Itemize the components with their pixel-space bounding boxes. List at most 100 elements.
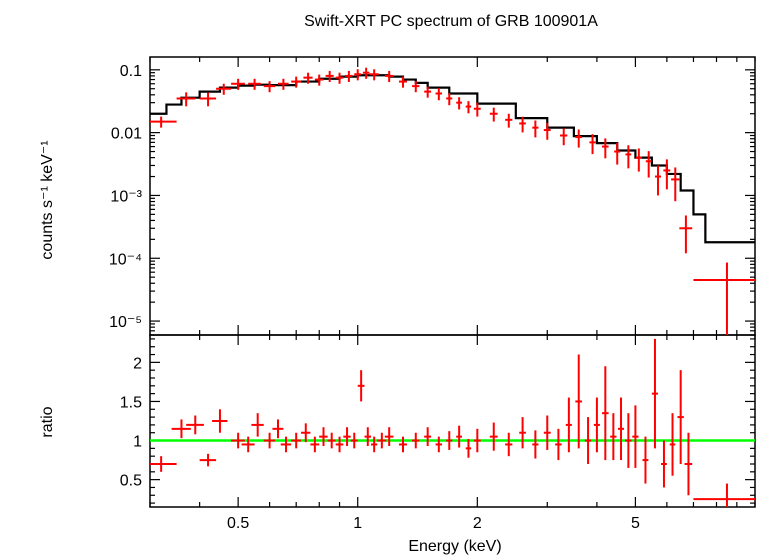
ratio-point [625,413,632,468]
chart-title: Swift-XRT PC spectrum of GRB 100901A [304,13,598,30]
ratio-point [327,432,336,449]
y-tick-label-spectrum: 10⁻⁵ [109,314,142,331]
y-axis-label-ratio: ratio [39,406,56,437]
y-tick-label-ratio: 1.5 [120,394,142,411]
data-point [176,92,196,107]
ratio-point [251,413,264,437]
ratio-point [272,419,284,439]
ratio-point [473,428,481,453]
ratio-point [186,415,204,435]
ratio-point [171,419,191,439]
ratio-point [263,432,276,449]
data-point [625,145,632,169]
y-tick-label-ratio: 0.5 [120,473,142,490]
data-point [505,113,513,128]
data-point [575,129,583,148]
model-curve-group [150,74,755,244]
data-points-group [150,67,755,335]
data-point [150,116,177,128]
ratio-point [350,432,358,449]
data-point [435,88,443,101]
y-tick-label-spectrum: 10⁻⁴ [109,251,142,268]
data-point [654,165,662,196]
data-point [291,76,302,88]
ratio-point [212,409,228,433]
ratio-point [693,483,755,507]
ratio-point [575,354,583,449]
ratio-points-group [150,338,755,507]
x-tick-label: 1 [353,515,362,532]
axis-ticks [149,57,756,507]
y-tick-label-spectrum: 0.1 [120,63,142,80]
data-point [519,116,526,133]
data-point [602,138,609,159]
y-tick-label-spectrum: 10⁻³ [110,188,142,205]
ratio-point [489,422,498,451]
data-point [663,159,671,190]
data-point [671,167,680,202]
data-point [645,151,652,178]
ratio-point [565,397,572,453]
model-curve [150,74,755,244]
data-point [231,78,245,90]
ratio-point [424,427,432,447]
data-point [278,78,289,90]
ratio-point [412,432,420,449]
data-point [446,93,453,106]
x-axis-label: Energy (keV) [408,538,501,555]
ratio-point [199,453,217,467]
ratio-point [456,425,462,448]
ratio-point [343,427,351,447]
data-point [354,69,362,81]
ratio-point [632,405,639,468]
data-point [362,67,370,79]
y-tick-label-ratio: 1 [133,434,142,451]
ratio-point [357,370,365,402]
ratio-point [532,430,539,459]
ratio-point [280,436,292,453]
ratio-point [661,440,667,488]
data-point [543,122,551,140]
ratio-point [371,436,378,453]
ratio-point [231,432,245,449]
ratio-point [610,413,617,461]
ratio-point [446,431,453,450]
data-point [303,72,313,84]
ratio-point [465,438,472,458]
data-point [679,215,693,254]
x-tick-label: 0.5 [227,515,249,532]
data-point [345,70,353,82]
ratio-point [364,427,372,447]
x-tick-label: 2 [473,515,482,532]
data-point [614,142,621,165]
data-point [325,70,334,82]
ratio-point [519,417,526,449]
ratio-point [555,428,562,461]
ratio-point [651,338,659,449]
ratio-point [301,423,311,443]
ratio-point [593,397,600,453]
spectrum-panel-frame [149,56,756,336]
ratio-point [669,413,676,476]
y-tick-label-ratio: 2 [133,355,142,372]
data-point [489,107,498,122]
data-point [589,134,596,155]
axis-labels: 0.5 1 2 5 10⁻⁵ 10⁻⁴ 10⁻³ 0.01 0.1 0.5 1 1.5 2 [109,63,640,532]
ratio-panel-frame [149,334,756,508]
data-point [335,72,344,84]
x-tick-label: 5 [631,515,640,532]
data-point [216,83,232,95]
data-point [384,70,394,82]
data-point [398,76,407,88]
data-point [473,102,481,117]
ratio-point [543,415,551,450]
ratio-point [398,436,407,453]
ratio-point [291,432,302,449]
ratio-point [241,436,255,453]
data-point [263,81,276,93]
data-point [314,74,324,86]
data-point [248,78,261,90]
data-point [635,148,642,172]
data-point [456,97,462,110]
